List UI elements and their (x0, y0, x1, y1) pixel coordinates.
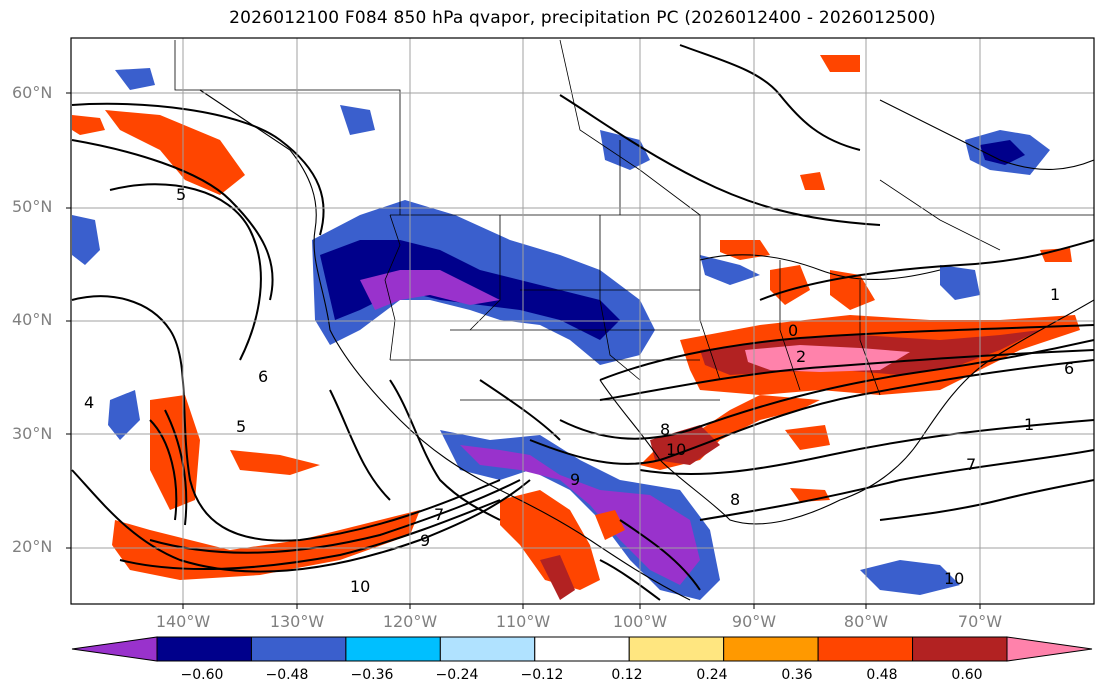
contour-label: 8 (660, 420, 670, 439)
contour-label: 4 (84, 393, 94, 412)
contour-label: 0 (788, 321, 798, 340)
contour-label: 8 (730, 490, 740, 509)
colorbar-label: −0.24 (435, 667, 479, 683)
colorbar-label: −0.60 (180, 667, 224, 683)
lon-label: 80°W (843, 612, 889, 631)
contour-label: 10 (666, 440, 686, 459)
lon-label: 130°W (269, 612, 325, 631)
contour-label: 5 (236, 417, 246, 436)
map-title: 2026012100 F084 850 hPa qvapor, precipit… (229, 8, 936, 28)
contour-label-group: 5 5 6 6 7 7 8 8 9 9 10 10 1 1 2 0 4 10 (84, 185, 1074, 596)
colorbar-label: 0.36 (781, 667, 813, 683)
colorbar (71, 636, 1093, 662)
lon-label: 70°W (957, 612, 1003, 631)
colorbar-label: −0.48 (265, 667, 309, 683)
contour-label: 1 (1024, 415, 1034, 434)
contour-label: 9 (420, 531, 430, 550)
lon-label: 110°W (495, 612, 551, 631)
colorbar-label: 0.48 (866, 667, 898, 683)
contour-label: 9 (570, 470, 580, 489)
contour-label: 10 (944, 569, 964, 588)
lat-label: 50°N (12, 197, 53, 216)
contour-label: 10 (350, 577, 370, 596)
contour-label: 1 (1050, 285, 1060, 304)
colorbar-segment (345, 636, 441, 662)
colorbar-segment (439, 636, 536, 662)
colorbar-label: 0.60 (951, 667, 983, 683)
colorbar-extend-low (71, 636, 158, 662)
contour-label: 7 (966, 455, 976, 474)
colorbar-segment (628, 636, 725, 662)
colorbar-extend-high (1006, 636, 1093, 662)
colorbar-label: −0.12 (520, 667, 564, 683)
contour-label: 5 (176, 185, 186, 204)
axis-ticks (66, 92, 981, 609)
contour-label: 2 (796, 347, 806, 366)
colorbar-segment (817, 636, 914, 662)
graticule (71, 38, 1094, 604)
contour-label: 6 (1064, 359, 1074, 378)
lon-label: 120°W (382, 612, 438, 631)
colorbar-segment (534, 636, 630, 662)
colorbar-segment (250, 636, 347, 662)
lon-label: 140°W (155, 612, 211, 631)
colorbar-segment (156, 636, 252, 662)
lon-label: 90°W (731, 612, 777, 631)
lat-label: 40°N (12, 310, 53, 329)
colorbar-label: −0.36 (350, 667, 394, 683)
colorbar-label: 0.12 (611, 667, 643, 683)
positive-anomaly-regions (72, 55, 1080, 600)
lat-label: 30°N (12, 424, 53, 443)
colorbar-segment (912, 636, 1008, 662)
lon-label: 100°W (612, 612, 668, 631)
colorbar-segment (723, 636, 819, 662)
lat-label: 20°N (12, 537, 53, 556)
contour-lines (71, 44, 1094, 601)
contour-label: 6 (258, 367, 268, 386)
colorbar-label: 0.24 (696, 667, 728, 683)
contour-label: 7 (434, 505, 444, 524)
lat-label: 60°N (12, 83, 53, 102)
